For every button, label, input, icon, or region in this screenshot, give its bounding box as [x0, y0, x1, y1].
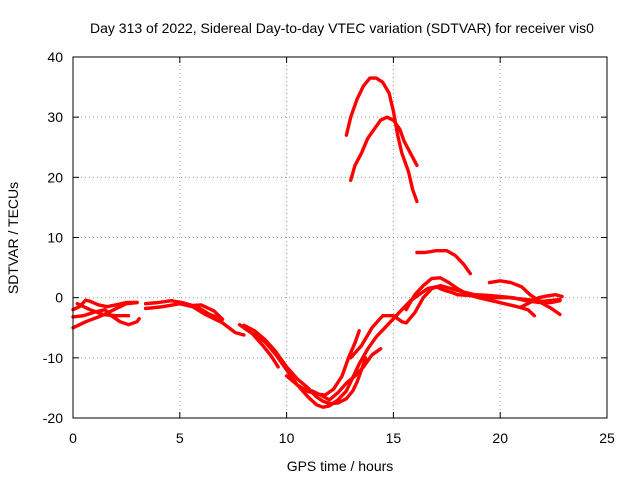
- y-tick-label: 0: [55, 290, 63, 306]
- series-arc-11: [284, 329, 361, 397]
- y-tick-label: 10: [47, 230, 63, 246]
- series-arc-20: [519, 293, 564, 309]
- chart-title: Day 313 of 2022, Sidereal Day-to-day VTE…: [90, 20, 594, 36]
- series-arc-3: [71, 300, 139, 330]
- series-arc-13: [344, 76, 419, 204]
- y-axis-label: SDTVAR / TECUs: [5, 182, 21, 294]
- y-tick-label: -20: [43, 410, 63, 426]
- y-tick-label: -10: [43, 350, 63, 366]
- x-axis-label: GPS time / hours: [287, 458, 394, 474]
- axis-ticks: [72, 56, 608, 419]
- x-tick-label: 15: [386, 430, 402, 446]
- series-arc-12: [310, 347, 383, 402]
- y-tick-label: 20: [47, 169, 63, 185]
- y-tick-label: 40: [47, 49, 63, 65]
- series-arc-15: [349, 283, 562, 360]
- series-arc-16: [415, 249, 472, 276]
- series-arc-17: [404, 276, 537, 318]
- series-arc-4: [75, 302, 131, 318]
- series-arc-18: [455, 293, 562, 303]
- grid-lines: [73, 57, 607, 418]
- series-arc-9: [242, 323, 368, 406]
- x-tick-label: 5: [176, 430, 184, 446]
- x-tick-label: 10: [279, 430, 295, 446]
- series-arc-7: [195, 305, 225, 321]
- x-tick-label: 25: [599, 430, 615, 446]
- series-arc-8: [237, 323, 280, 369]
- x-tick-label: 20: [492, 430, 508, 446]
- tick-labels: 0 5 10 15 20 25 -20 -10 0 10 20 30 40: [43, 49, 615, 446]
- series-arc-10: [252, 285, 460, 409]
- series-arc-14: [349, 115, 419, 182]
- series-group: [71, 76, 564, 409]
- series-arc-19: [487, 279, 562, 317]
- x-tick-label: 0: [69, 430, 77, 446]
- y-tick-label: 30: [47, 109, 63, 125]
- series-arc-6: [143, 302, 246, 337]
